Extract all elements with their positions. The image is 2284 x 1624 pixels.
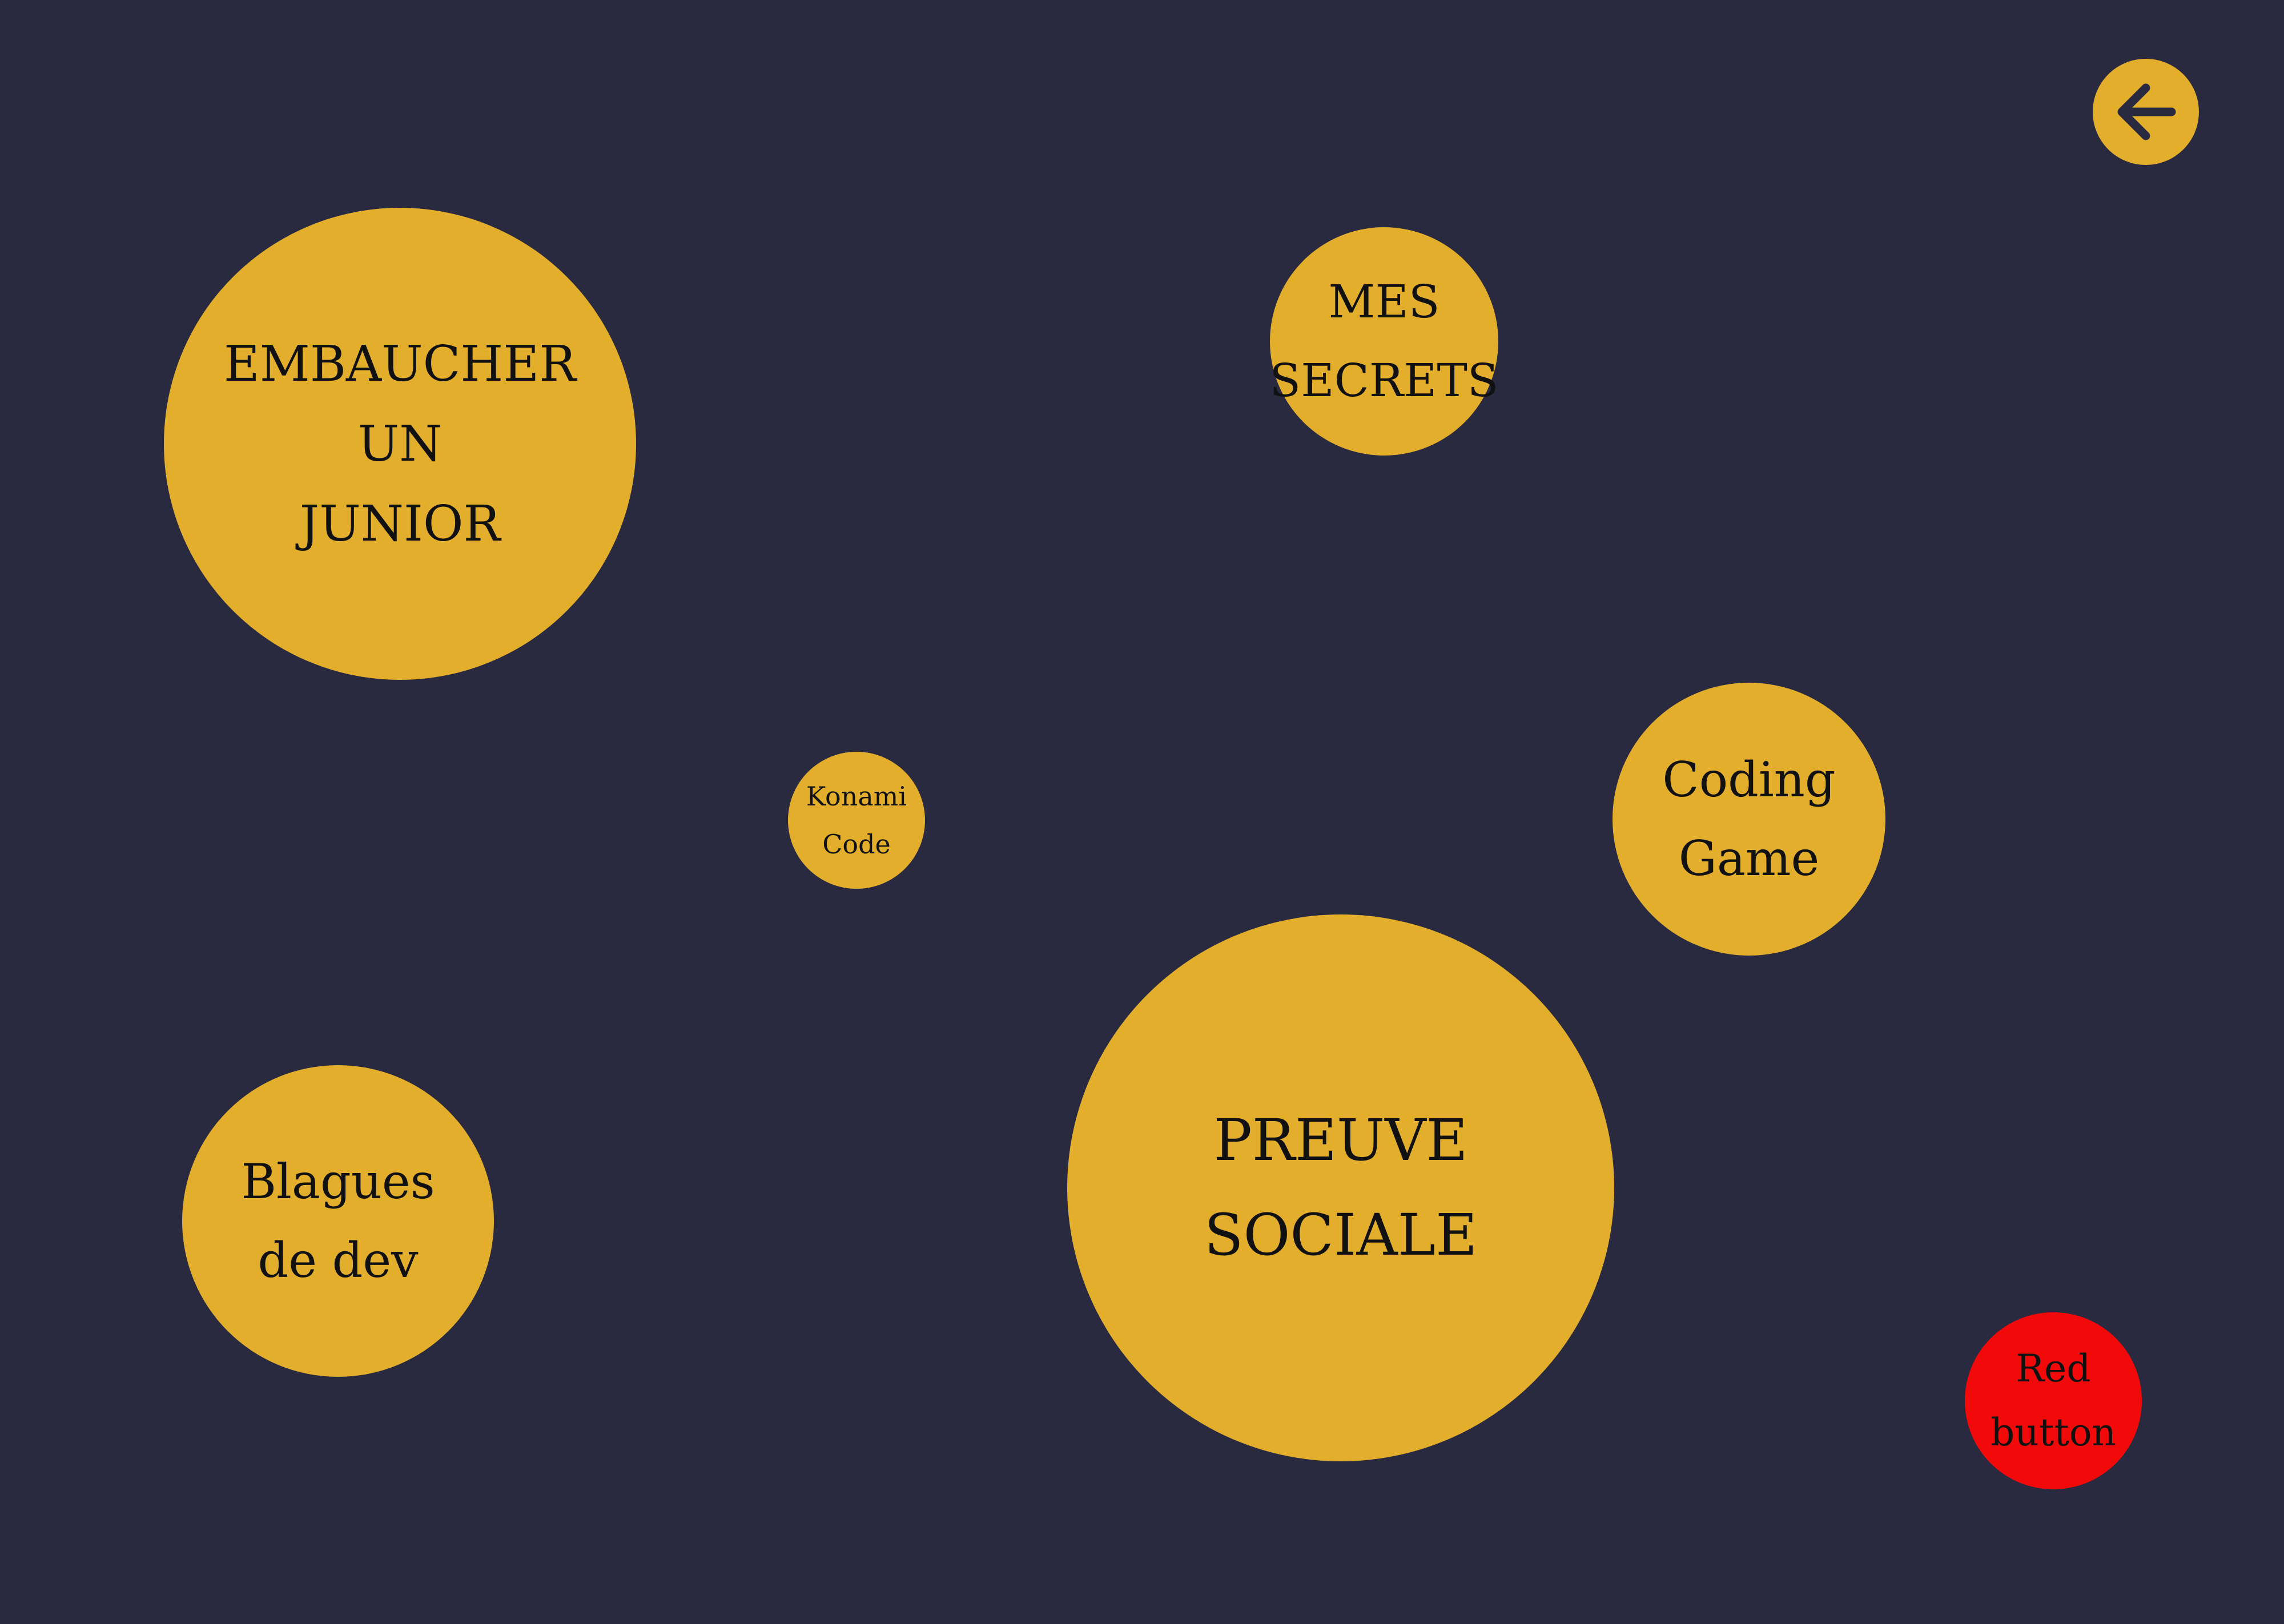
bubble-label-line: SECRETS [1269, 354, 1499, 407]
bubble-label: MES SECRETS [1269, 263, 1498, 420]
bubble-label: Blagues de dev [241, 1142, 435, 1300]
bubble-label-line: Konami [806, 781, 907, 812]
bubble-label-line: Blagues [241, 1154, 435, 1210]
bubble-mes-secrets[interactable]: MES SECRETS [1269, 227, 1499, 456]
bubble-label-line: Game [1678, 831, 1820, 886]
bubble-label-line: Code [822, 829, 891, 860]
bubble-label-line: button [1990, 1411, 2117, 1454]
bubble-label: Red button [1991, 1337, 2116, 1465]
bubble-label-line: JUNIOR [299, 495, 501, 553]
bubble-label: Coding Game [1662, 740, 1835, 898]
bubble-label: PREUVE SOCIALE [1204, 1093, 1477, 1283]
bubble-label-line: PREUVE [1213, 1107, 1468, 1174]
bubble-label-line: Red [2016, 1347, 2091, 1391]
bubble-label: EMBAUCHER UN JUNIOR [224, 324, 576, 564]
back-button[interactable] [2093, 59, 2199, 165]
bubble-label-line: SOCIALE [1204, 1202, 1478, 1268]
bubble-label-line: UN [357, 415, 443, 473]
bubble-embaucher-un-junior[interactable]: EMBAUCHER UN JUNIOR [164, 208, 636, 680]
bubble-label-line: MES [1328, 275, 1440, 328]
bubble-label-line: EMBAUCHER [224, 335, 576, 393]
bubble-konami-code[interactable]: Konami Code [788, 752, 925, 889]
bubble-label: Konami Code [806, 772, 907, 868]
red-button[interactable]: Red button [1965, 1312, 2142, 1489]
bubble-preuve-sociale[interactable]: PREUVE SOCIALE [1067, 914, 1614, 1461]
bubble-coding-game[interactable]: Coding Game [1613, 683, 1885, 956]
arrow-left-icon [2117, 83, 2176, 140]
bubble-blagues-de-dev[interactable]: Blagues de dev [182, 1065, 494, 1377]
bubble-label-line: de dev [258, 1232, 419, 1288]
bubble-label-line: Coding [1662, 752, 1836, 808]
